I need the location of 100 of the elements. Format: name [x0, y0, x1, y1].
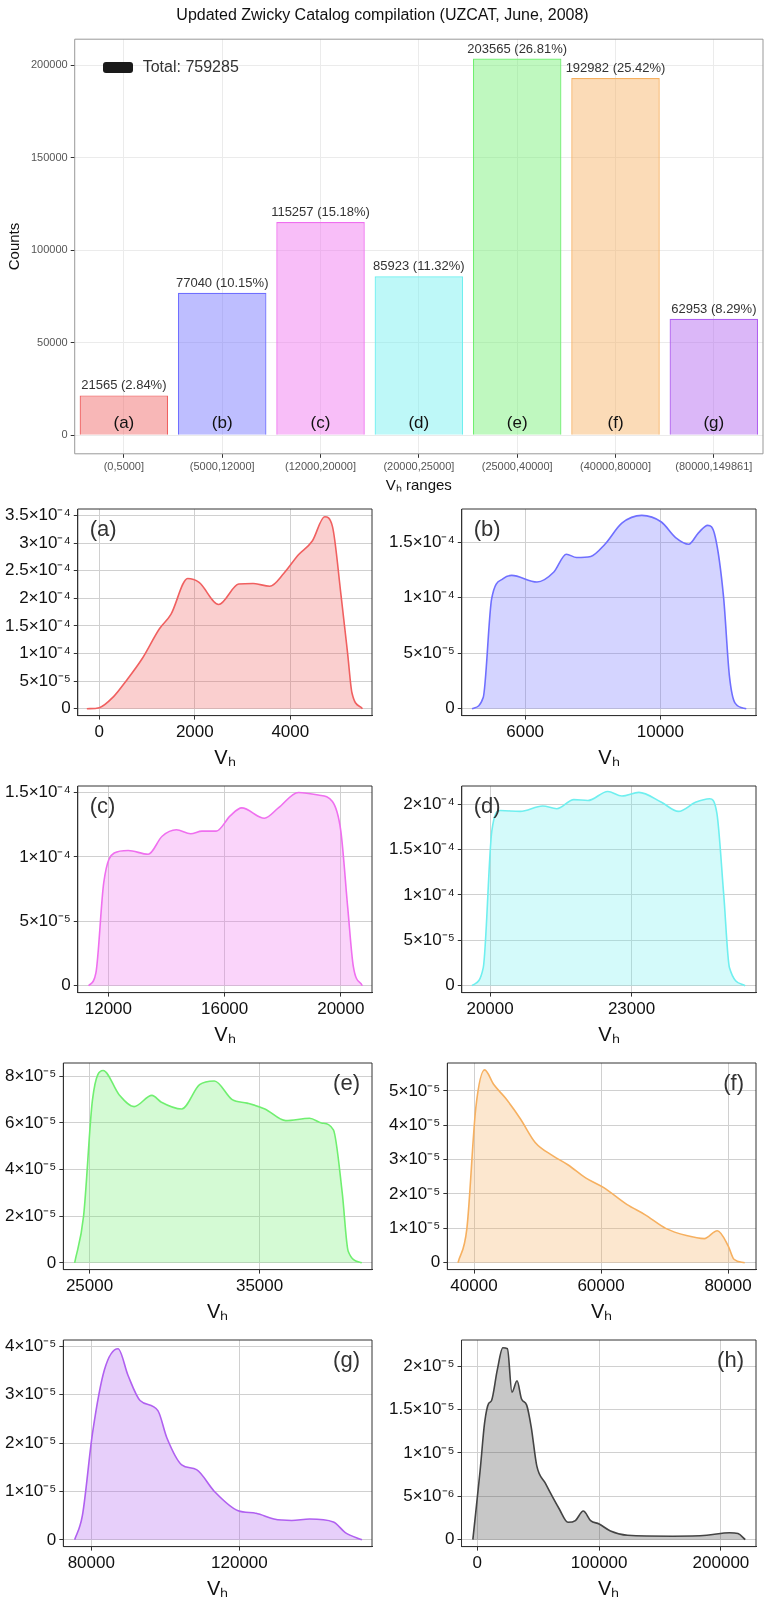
x-tick-label: 25000 — [65, 1276, 114, 1296]
y-tick-label: 3×10⁻⁵ — [389, 1149, 441, 1169]
y-tick-label: 0 — [445, 975, 455, 995]
x-axis-title: Vₕ — [591, 1299, 613, 1322]
bar — [177, 292, 267, 435]
data-label: 115257 (15.18%) — [271, 204, 370, 220]
y-tick-label: 5×10⁻⁵ — [403, 930, 455, 949]
annotation: Total: 759285 — [142, 57, 239, 75]
data-label: 21565 (2.84%) — [81, 377, 167, 393]
y-tick-label: 5×10⁻⁵ — [389, 1080, 441, 1100]
x-tick-label: 60000 — [577, 1276, 625, 1296]
x-tick-label: 200000 — [692, 1553, 750, 1573]
bar — [669, 318, 759, 435]
y-tick-label: 5×10⁻⁵ — [19, 911, 71, 931]
y-tick-label: 1.5×10⁻⁴ — [388, 839, 455, 859]
x-axis-title: Vₕ — [214, 1022, 236, 1045]
data-label: 85923 (11.32%) — [373, 258, 465, 274]
x-tick-label: 12000 — [84, 999, 133, 1019]
y-tick-label: 1.5×10⁻⁴ — [388, 531, 455, 551]
y-tick-label: 5×10⁻⁶ — [403, 1485, 455, 1505]
y-axis-title: Counts — [5, 222, 23, 271]
annotation: (c) — [310, 413, 331, 433]
y-tick-label: 1×10⁻⁵ — [389, 1218, 441, 1238]
annotation: (h) — [717, 1347, 744, 1373]
y-tick-label: 200000 — [30, 58, 68, 71]
x-tick-label: 2000 — [175, 722, 214, 742]
x-tick-label: 20000 — [317, 999, 365, 1019]
x-tick-label: 20000 — [466, 999, 514, 1019]
x-axis-title: Vₕ ranges — [385, 476, 452, 494]
x-tick-label: 4000 — [271, 722, 310, 742]
x-axis-title: Vₕ — [214, 745, 236, 768]
y-tick-label: 0 — [61, 428, 68, 441]
x-tick-label: (12000,20000] — [285, 460, 356, 473]
y-tick-label: 0 — [46, 1529, 57, 1549]
y-tick-label: 50000 — [37, 335, 68, 348]
y-tick-label: 2×10⁻⁵ — [5, 1205, 57, 1225]
x-tick-label: 35000 — [235, 1276, 284, 1296]
y-tick-label: 1×10⁻⁵ — [5, 1481, 57, 1501]
y-tick-label: 0 — [430, 1252, 441, 1272]
y-tick-label: 0 — [445, 698, 455, 718]
y-tick-label: 3.5×10⁻⁴ — [4, 505, 71, 525]
annotation: (g) — [333, 1347, 360, 1373]
y-tick-label: 0 — [61, 698, 71, 718]
y-tick-label: 2×10⁻⁵ — [403, 1355, 455, 1375]
data-label: 203565 (26.81%) — [467, 40, 568, 56]
x-tick-label: 120000 — [211, 1553, 268, 1573]
x-axis-title: Vₕ — [207, 1299, 229, 1322]
y-tick-label: 1×10⁻⁴ — [19, 643, 71, 663]
y-tick-label: 2×10⁻⁵ — [389, 1183, 441, 1203]
x-tick-label: (80000,149861] — [675, 460, 753, 473]
y-tick-label: 4×10⁻⁵ — [389, 1114, 441, 1134]
x-tick-label: (40000,80000] — [580, 460, 651, 473]
y-tick-label: 2.5×10⁻⁴ — [4, 560, 71, 580]
y-tick-label: 1×10⁻⁴ — [403, 884, 455, 904]
y-tick-label: 6×10⁻⁵ — [5, 1112, 57, 1132]
x-tick-label: 10000 — [636, 722, 685, 742]
y-tick-label: 1×10⁻⁵ — [403, 1442, 455, 1462]
data-label: 192982 (25.42%) — [565, 60, 666, 76]
x-tick-label: 6000 — [506, 722, 545, 742]
x-tick-label: 0 — [472, 1553, 483, 1573]
x-tick-label: 16000 — [200, 999, 249, 1019]
y-tick-label: 3×10⁻⁴ — [19, 532, 71, 552]
x-tick-label: 80000 — [704, 1276, 752, 1296]
y-tick-label: 1×10⁻⁴ — [19, 846, 71, 866]
annotation: (f) — [723, 1070, 744, 1096]
x-tick-label: 80000 — [67, 1553, 115, 1573]
annotation: (e) — [506, 413, 528, 433]
annotation: (c) — [89, 793, 116, 819]
x-axis-title: Vₕ — [598, 1576, 620, 1599]
bar — [79, 395, 169, 435]
annotation: (e) — [333, 1070, 360, 1096]
annotation: (b) — [211, 413, 233, 433]
annotation: (b) — [473, 516, 501, 542]
x-tick-label: (0,5000] — [103, 460, 145, 473]
y-tick-label: 5×10⁻⁵ — [403, 642, 455, 662]
annotation: (d) — [473, 793, 501, 819]
y-tick-label: 0 — [445, 1529, 455, 1549]
y-tick-label: 1.5×10⁻⁵ — [388, 1399, 455, 1419]
x-axis-title: Vₕ — [207, 1576, 229, 1599]
annotation: (a) — [89, 516, 117, 542]
x-axis-title: Vₕ — [598, 745, 620, 768]
y-tick-label: 4×10⁻⁵ — [5, 1335, 57, 1355]
y-tick-label: 8×10⁻⁵ — [5, 1065, 57, 1085]
data-label: 77040 (10.15%) — [175, 274, 269, 290]
x-tick-label: (25000,40000] — [481, 460, 553, 473]
y-tick-label: 5×10⁻⁵ — [19, 670, 71, 690]
y-tick-label: 150000 — [30, 150, 68, 163]
x-tick-label: (5000,12000] — [189, 460, 255, 473]
y-tick-label: 1×10⁻⁴ — [403, 587, 455, 607]
y-tick-label: 2×10⁻⁴ — [19, 588, 71, 608]
y-tick-label: 100000 — [30, 243, 68, 256]
x-axis-title: Vₕ — [598, 1022, 620, 1045]
annotation: (g) — [703, 413, 725, 433]
annotation: (f) — [607, 413, 624, 433]
y-tick-label: 1.5×10⁻⁴ — [4, 782, 71, 802]
data-label: 62953 (8.29%) — [671, 300, 757, 316]
y-tick-label: 0 — [61, 975, 71, 995]
y-tick-label: 4×10⁻⁵ — [5, 1159, 57, 1179]
x-tick-label: 40000 — [450, 1276, 498, 1296]
x-tick-label: 0 — [94, 722, 104, 742]
